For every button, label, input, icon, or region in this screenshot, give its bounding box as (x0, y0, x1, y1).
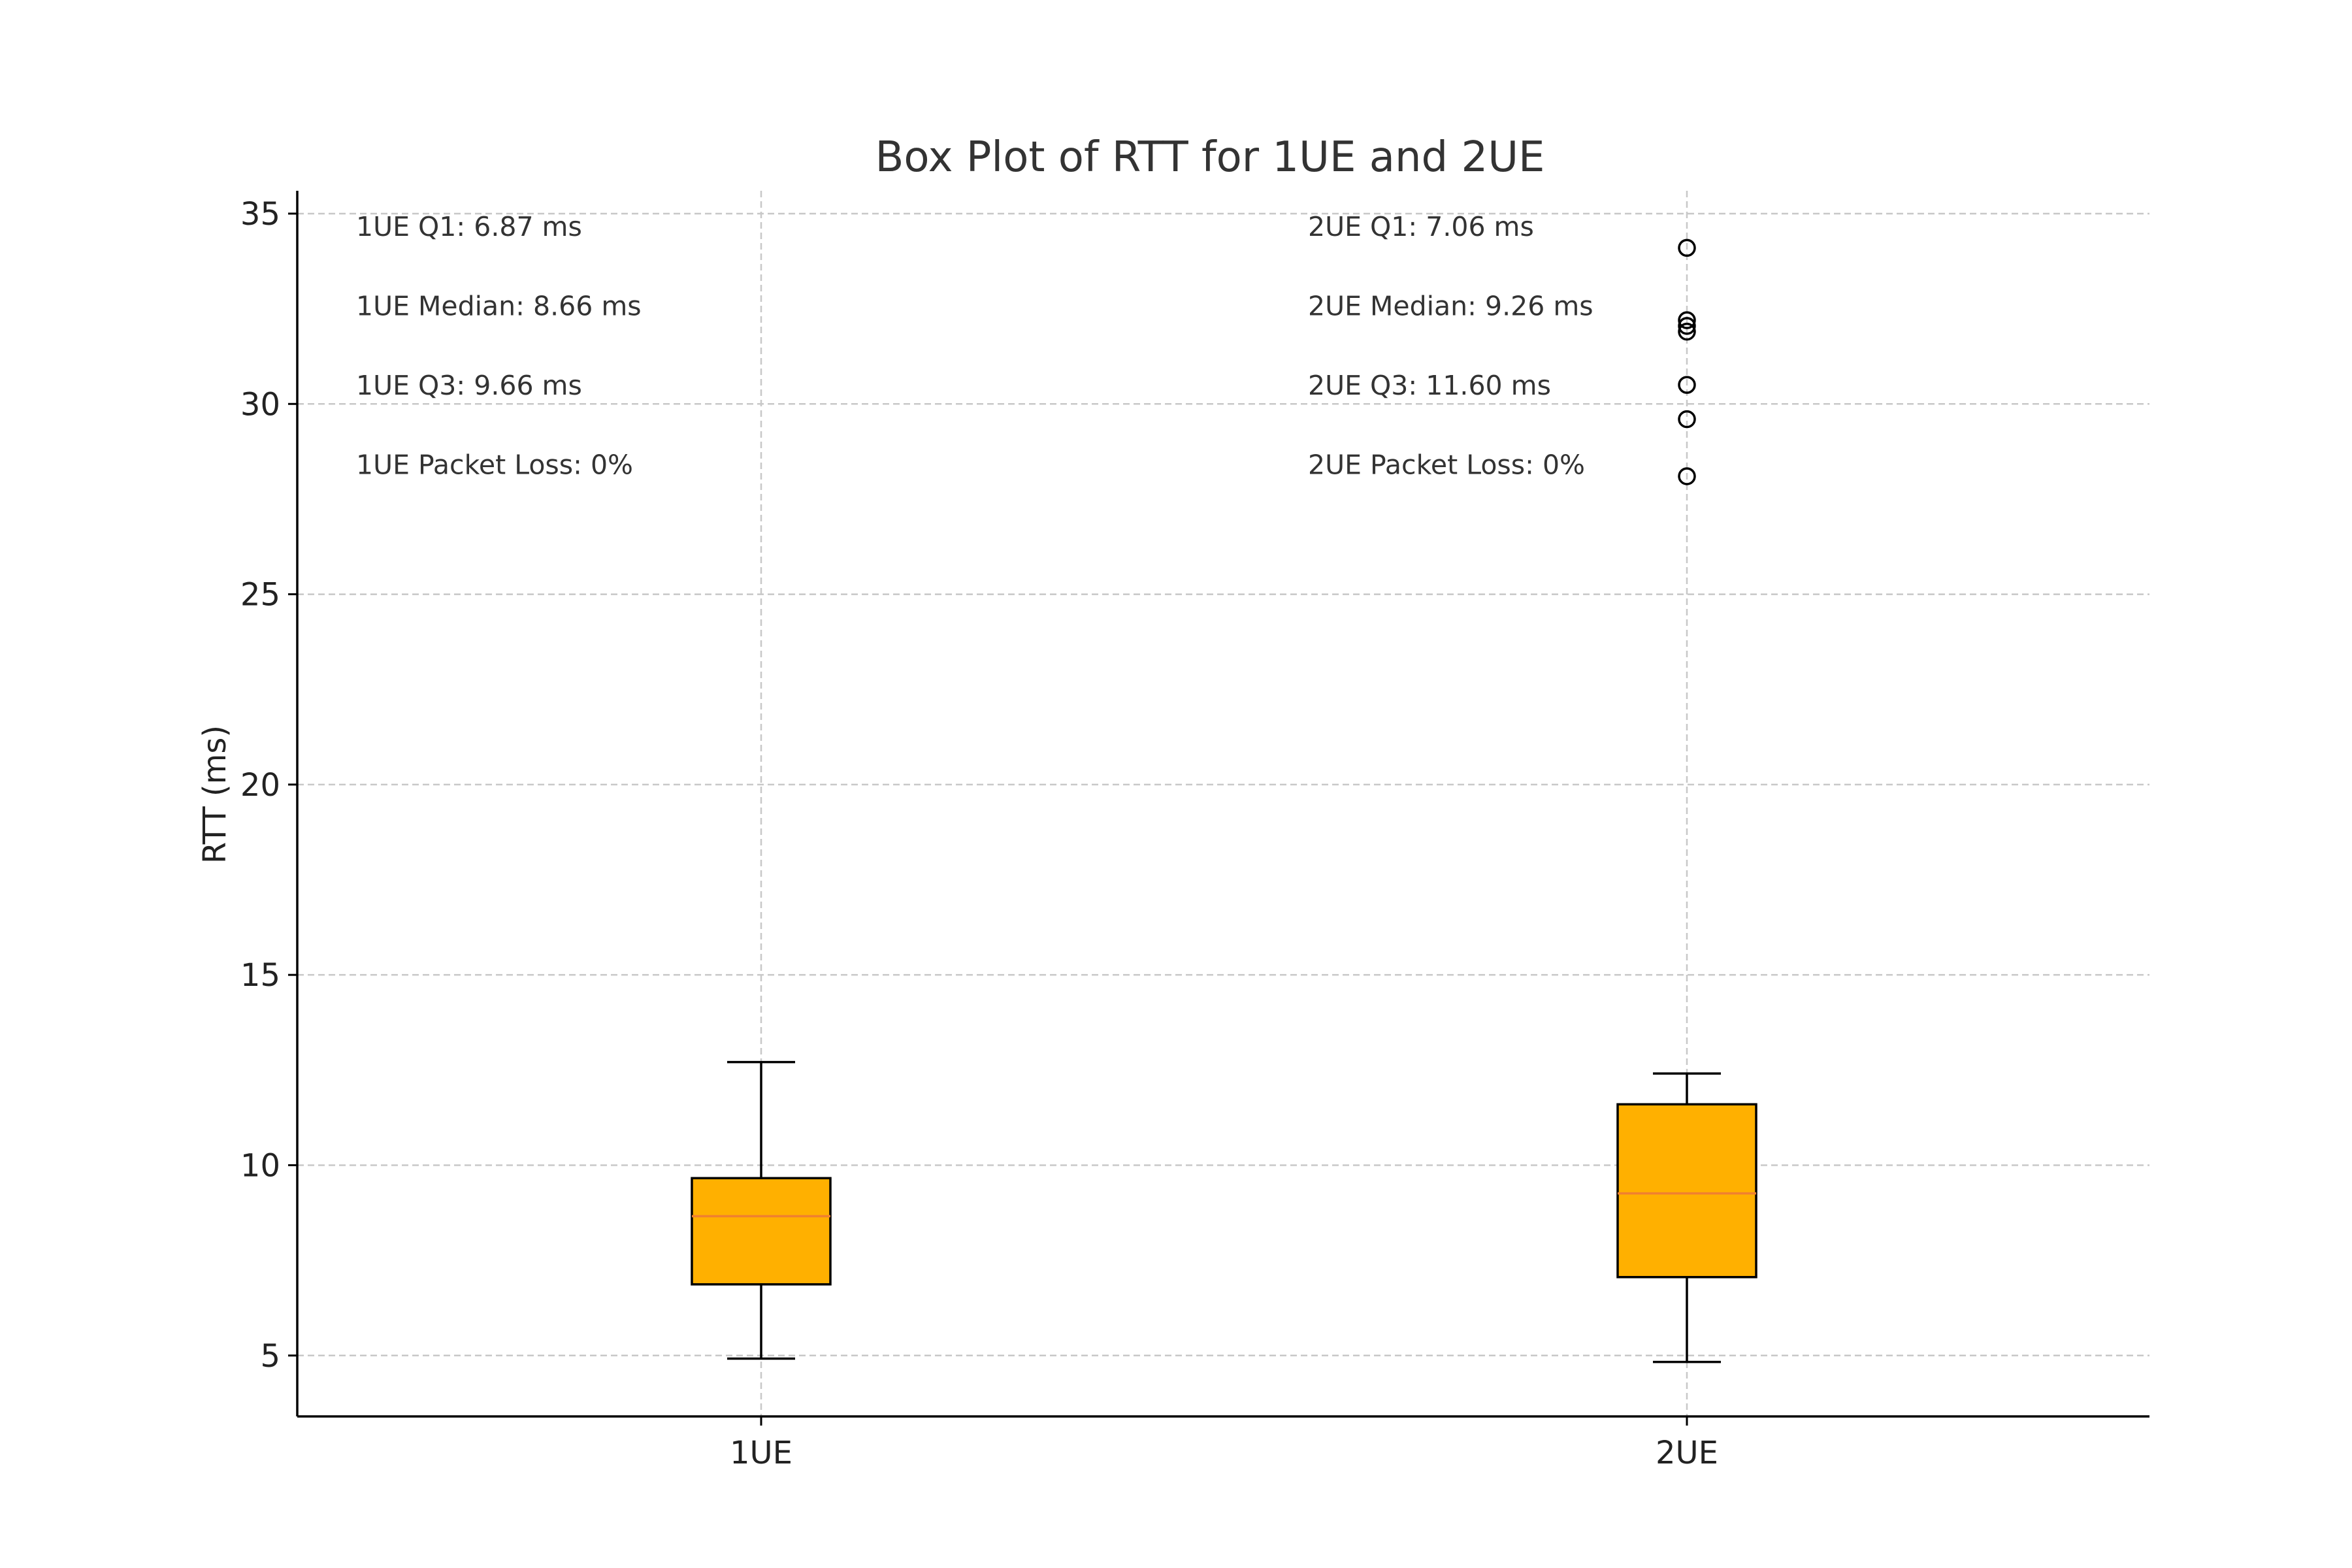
x-tick-label-2UE: 2UE (1656, 1435, 1718, 1471)
box-layer (691, 238, 1757, 1364)
annotation-1UE-line-2: 1UE Q3: 9.66 ms (356, 370, 582, 401)
chart-title: Box Plot of RTT for 1UE and 2UE (875, 133, 1545, 182)
box-2UE (1616, 238, 1757, 1364)
outlier-2UE-6 (1678, 467, 1696, 485)
annotation-1UE-line-0: 1UE Q1: 6.87 ms (356, 211, 582, 242)
annotation-2UE-line-3: 2UE Packet Loss: 0% (1308, 449, 1585, 481)
y-tick-label-10: 10 (240, 1147, 280, 1184)
annotation-layer: 1UE Q1: 6.87 ms 1UE Median: 8.66 ms 1UE Q3… (356, 211, 1593, 481)
y-tick-label-5: 5 (260, 1338, 280, 1375)
iqr-box-2UE (1616, 1103, 1757, 1279)
annotation-2UE-line-2: 2UE Q3: 11.60 ms (1308, 370, 1551, 401)
box-1UE (691, 1060, 832, 1360)
annotation-1UE-line-1: 1UE Median: 8.66 ms (356, 291, 642, 322)
outlier-2UE-4 (1678, 376, 1696, 394)
outlier-2UE-5 (1678, 410, 1696, 429)
y-tick-label-25: 25 (240, 577, 280, 613)
outlier-2UE-2 (1678, 317, 1696, 335)
outlier-2UE-1 (1678, 311, 1696, 329)
annotation-2UE-line-1: 2UE Median: 9.26 ms (1308, 291, 1593, 322)
outlier-2UE-3 (1678, 322, 1696, 341)
y-axis-label: RTT (ms) (197, 725, 233, 864)
outlier-2UE-0 (1678, 238, 1696, 257)
grid-layer (297, 191, 2149, 1416)
x-tick-label-1UE: 1UE (730, 1435, 792, 1471)
y-tick-label-35: 35 (240, 196, 280, 233)
annotation-1UE-line-3: 1UE Packet Loss: 0% (356, 449, 633, 481)
iqr-box-1UE (691, 1177, 832, 1286)
axes-layer: 5 10 15 20 25 30 35 1UE 2UE (240, 191, 2149, 1471)
y-tick-label-15: 15 (240, 957, 280, 994)
y-tick-label-30: 30 (240, 386, 280, 423)
annotation-2UE-line-0: 2UE Q1: 7.06 ms (1308, 211, 1534, 242)
y-tick-label-20: 20 (240, 767, 280, 804)
